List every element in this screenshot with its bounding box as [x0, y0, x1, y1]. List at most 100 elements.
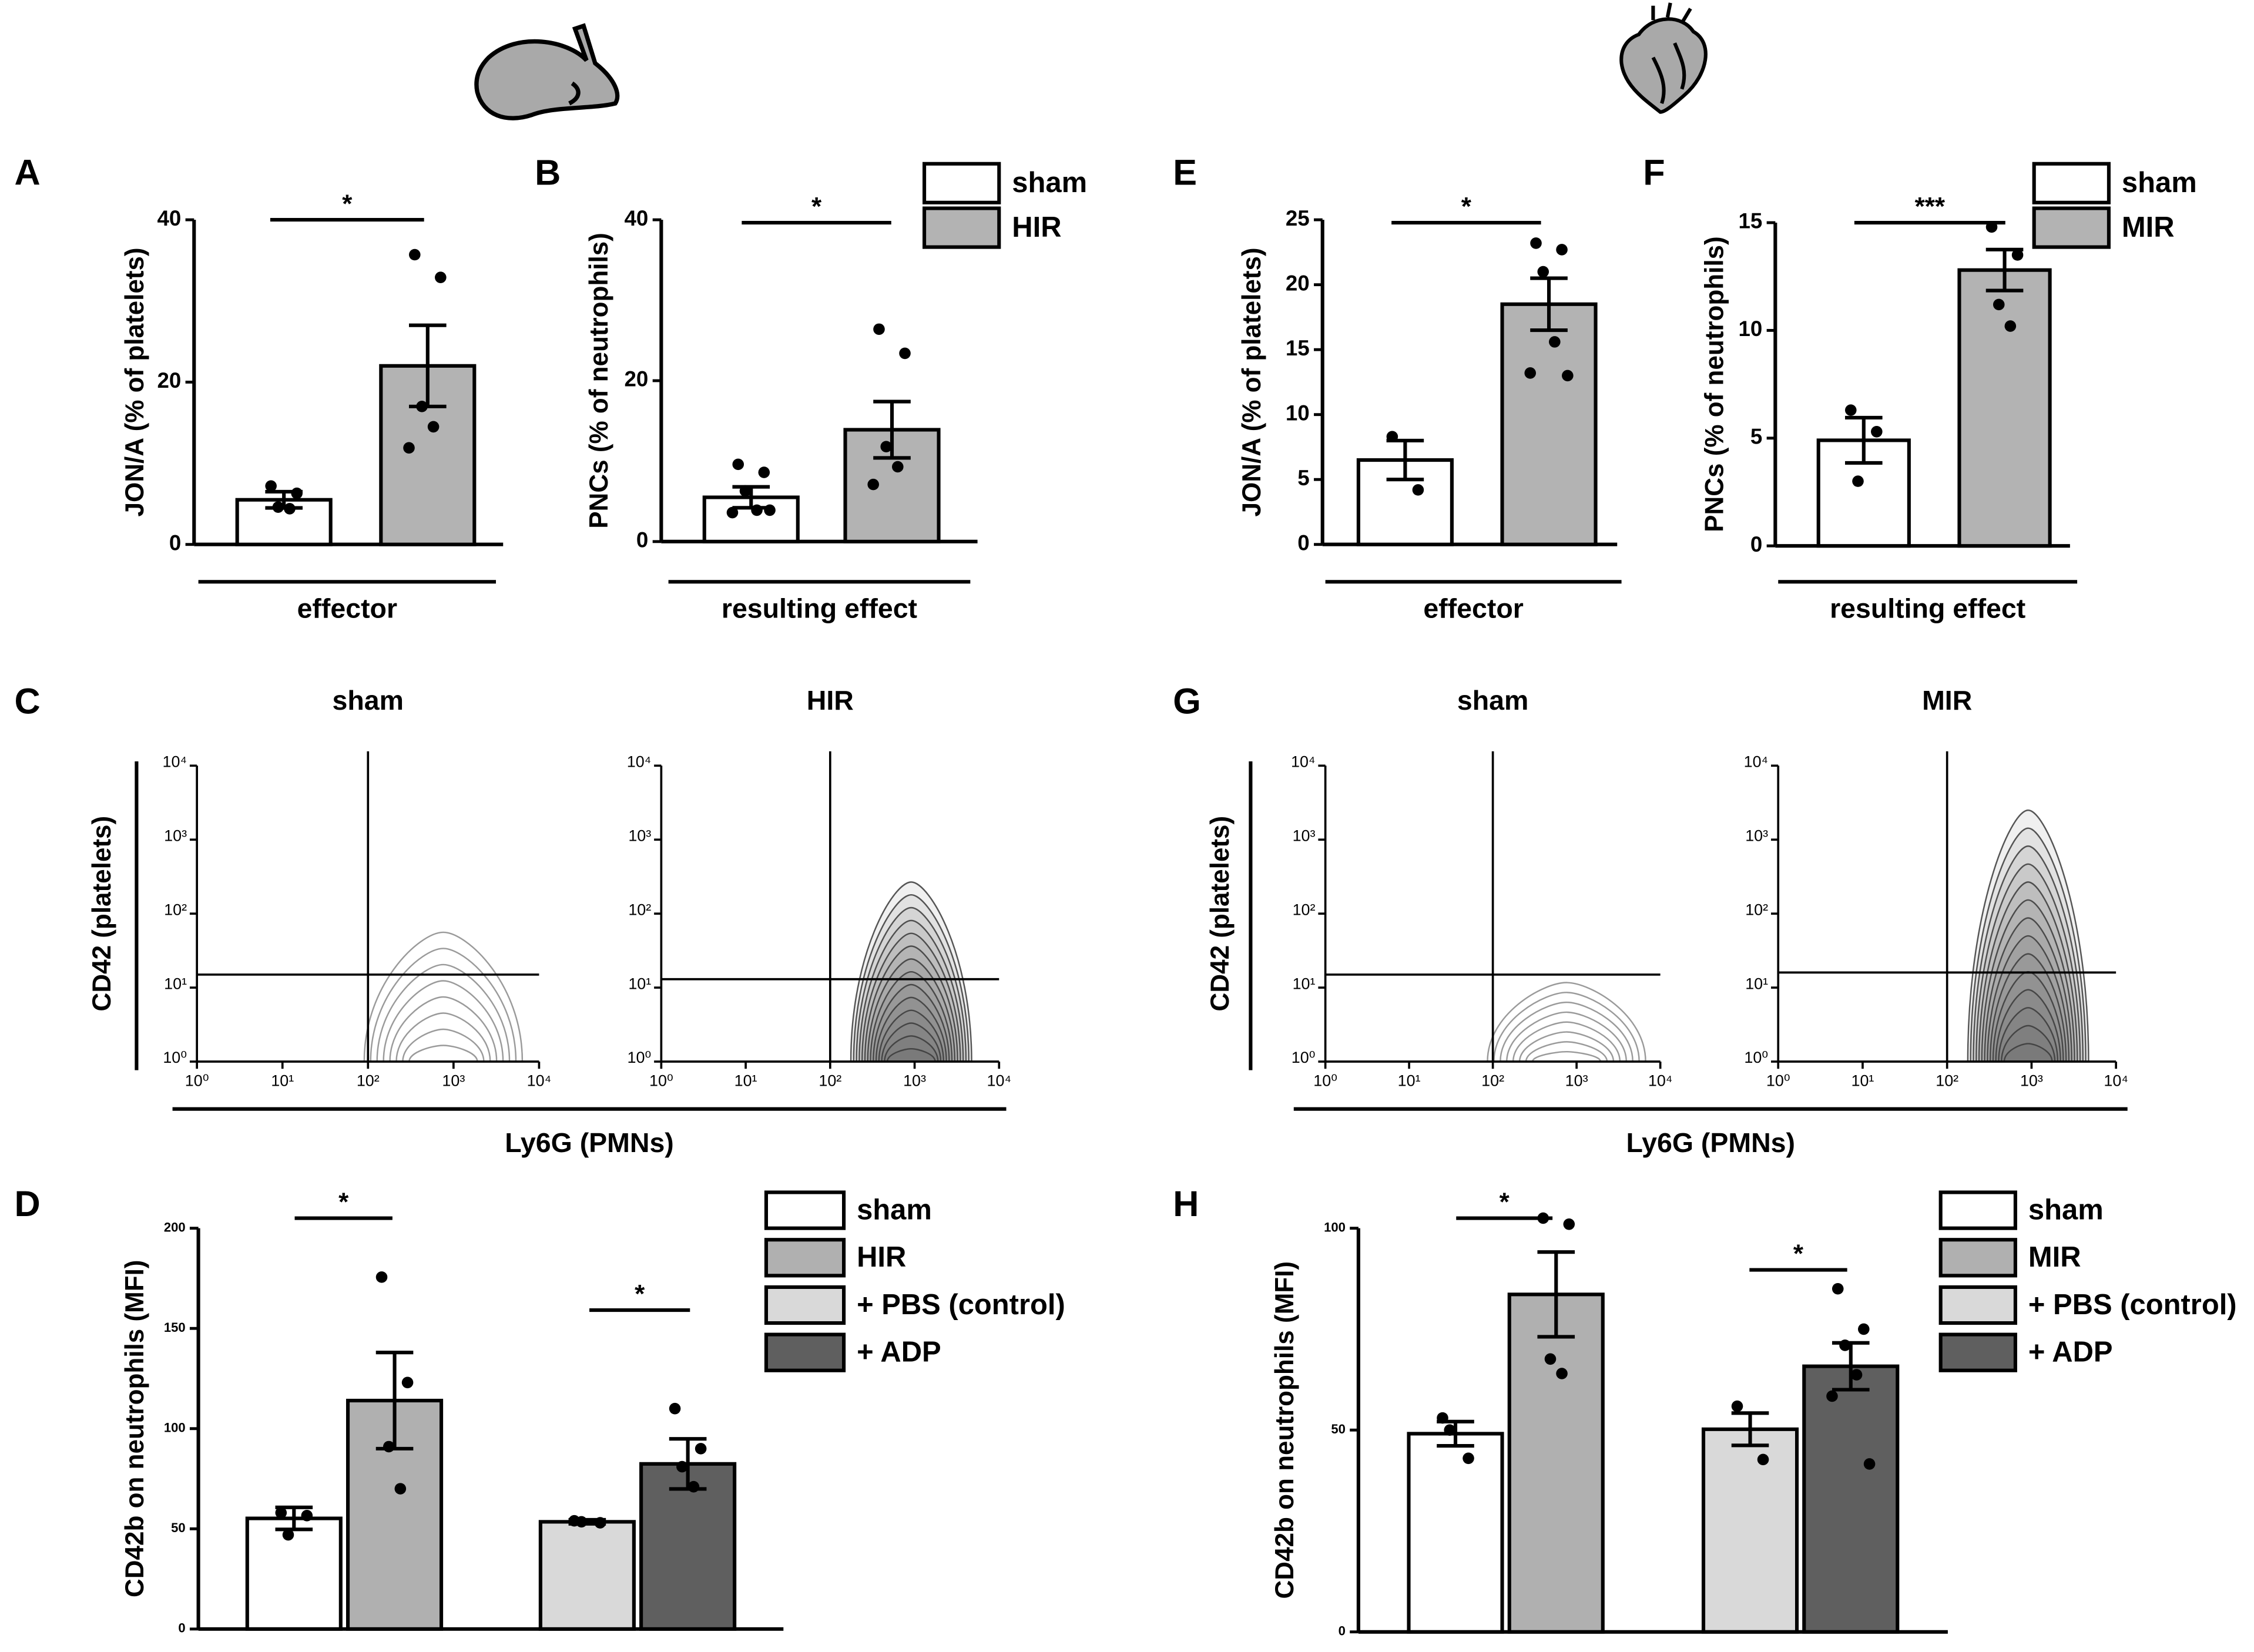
significance-label: * — [1461, 192, 1472, 221]
group-label: effector — [297, 593, 397, 624]
legend-swatch — [1938, 1238, 2017, 1278]
error-bar — [669, 1437, 707, 1491]
y-tick-label: 20 — [625, 367, 649, 391]
error-bar — [1844, 415, 1883, 465]
contour — [850, 881, 972, 1062]
y-tick-label: 10¹ — [164, 975, 187, 992]
data-point — [880, 441, 893, 453]
data-point — [2011, 249, 2024, 261]
data-point — [1844, 404, 1857, 416]
data-point — [427, 421, 440, 433]
significance-label: * — [635, 1280, 645, 1308]
y-tick-label: 100 — [164, 1421, 186, 1435]
contour — [370, 948, 517, 1062]
legend-label: + ADP — [857, 1337, 941, 1368]
data-point — [676, 1460, 688, 1473]
contour — [1984, 917, 2073, 1062]
bar — [1957, 268, 2052, 548]
contour — [408, 1045, 478, 1062]
x-tick-label: 10⁴ — [1648, 1072, 1672, 1089]
y-axis-label: CD42 (platelets) — [88, 816, 116, 1012]
y-tick-label: 0 — [169, 530, 181, 555]
x-tick-label: 10² — [1481, 1072, 1504, 1089]
contour — [2000, 1025, 2056, 1062]
contour — [1493, 992, 1640, 1062]
contour — [856, 906, 967, 1062]
y-tick-label: 10⁰ — [1744, 1049, 1768, 1066]
y-tick-label: 10¹ — [1293, 975, 1316, 992]
contour — [363, 931, 524, 1062]
data-point — [272, 501, 284, 513]
data-point — [594, 1517, 606, 1529]
panel-letter: A — [14, 152, 40, 192]
data-point — [867, 478, 879, 491]
contour — [878, 1009, 945, 1062]
data-point — [1537, 266, 1549, 278]
data-point — [282, 1529, 294, 1541]
x-tick-label: 10² — [819, 1072, 841, 1089]
data-point — [1549, 336, 1561, 348]
legend-swatch — [1938, 1285, 2017, 1325]
x-tick-label: 10⁰ — [1313, 1072, 1337, 1089]
contour — [867, 958, 956, 1062]
x-tick-label: 10⁰ — [649, 1072, 673, 1089]
significance-label: * — [338, 1188, 349, 1217]
legend-label: MIR — [2122, 211, 2175, 243]
y-axis-label: JON/A (% of platelets) — [120, 247, 149, 516]
data-point — [1544, 1353, 1557, 1365]
liver-icon — [474, 23, 620, 120]
x-tick-label: 10³ — [903, 1072, 926, 1089]
y-tick-label: 50 — [1331, 1422, 1345, 1436]
contour — [881, 1022, 942, 1062]
y-tick-label: 10⁰ — [163, 1049, 187, 1066]
contour — [1487, 982, 1646, 1062]
data-point — [1852, 475, 1864, 487]
x-tick-label: 10² — [1936, 1072, 1958, 1089]
significance-label: * — [1500, 1188, 1510, 1217]
x-tick-label: 10⁰ — [1766, 1072, 1790, 1089]
y-tick-label: 10¹ — [628, 975, 651, 992]
y-tick-label: 10⁴ — [1291, 753, 1315, 771]
contour — [884, 1035, 939, 1062]
error-bar — [1832, 1341, 1870, 1392]
data-point — [1731, 1400, 1743, 1412]
significance-label: *** — [1915, 192, 1946, 221]
contour — [402, 1028, 485, 1062]
legend-label: HIR — [1012, 211, 1061, 243]
legend-swatch — [1938, 1332, 2017, 1372]
legend-swatch — [922, 206, 1001, 249]
data-point — [291, 487, 303, 499]
data-point — [892, 461, 904, 473]
panel-letter: F — [1643, 152, 1665, 192]
y-tick-label: 10⁰ — [1292, 1049, 1316, 1066]
x-tick-label: 10⁰ — [185, 1072, 209, 1089]
plot-title: MIR — [1922, 685, 1972, 716]
contour — [1512, 1021, 1621, 1062]
y-tick-label: 10³ — [1745, 827, 1768, 844]
group-label: effector — [1423, 593, 1523, 624]
heart-icon — [1619, 2, 1708, 114]
x-axis-label: Ly6G (PMNs) — [505, 1127, 674, 1158]
y-tick-label: 10² — [1745, 901, 1768, 918]
y-tick-label: 10² — [164, 901, 187, 918]
contour — [872, 983, 950, 1062]
y-tick-label: 10⁴ — [163, 753, 187, 771]
panel-letter: H — [1173, 1184, 1199, 1224]
data-point — [416, 401, 428, 412]
error-bar — [1530, 276, 1568, 333]
error-bar — [1731, 1411, 1769, 1448]
data-point — [401, 1376, 414, 1389]
data-point — [284, 503, 296, 515]
x-tick-label: 10⁴ — [987, 1072, 1011, 1089]
contour — [1975, 863, 2081, 1062]
y-axis-label: CD42 (platelets) — [1206, 816, 1235, 1012]
bar — [1500, 302, 1598, 546]
significance-label: * — [342, 189, 353, 218]
y-tick-label: 10 — [1286, 401, 1310, 425]
data-point — [1832, 1282, 1844, 1295]
group-label: resulting effect — [1830, 593, 2025, 624]
bar — [1701, 1427, 1799, 1634]
y-tick-label: 0 — [1750, 532, 1762, 556]
y-tick-label: 5 — [1750, 424, 1762, 448]
data-point — [739, 485, 752, 497]
